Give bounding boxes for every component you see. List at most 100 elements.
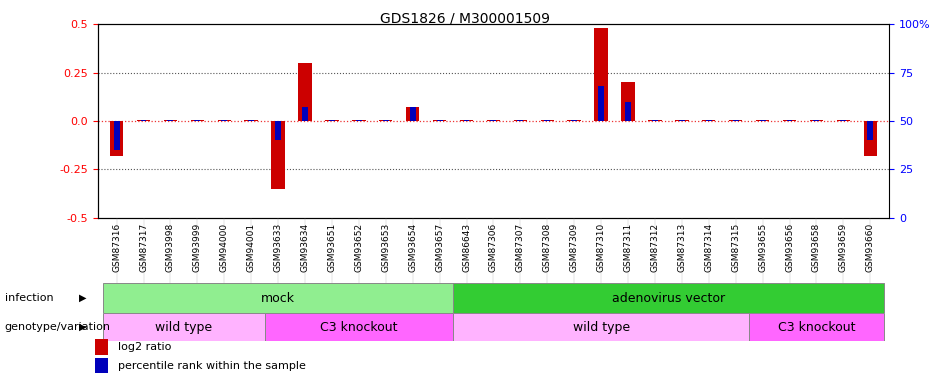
Bar [729, 120, 742, 121]
Text: ▶: ▶ [79, 322, 87, 332]
Bar [572, 120, 577, 121]
Bar [841, 120, 846, 121]
Bar [433, 120, 446, 121]
Bar [218, 120, 231, 121]
Text: GSM93652: GSM93652 [355, 223, 363, 272]
Bar [756, 120, 769, 121]
Text: GDS1826 / M300001509: GDS1826 / M300001509 [381, 11, 550, 25]
Text: GSM87308: GSM87308 [543, 223, 552, 272]
Bar [164, 120, 177, 121]
Text: genotype/variation: genotype/variation [5, 322, 111, 332]
Bar [706, 120, 711, 121]
Text: ▶: ▶ [79, 293, 87, 303]
Bar [625, 102, 631, 121]
Bar [679, 120, 685, 121]
Bar [356, 120, 362, 121]
Bar [568, 120, 581, 121]
Bar [222, 120, 227, 121]
Text: GSM93658: GSM93658 [812, 223, 821, 272]
Text: GSM93653: GSM93653 [382, 223, 390, 272]
Bar [168, 120, 173, 121]
Bar [702, 120, 716, 121]
Bar [437, 120, 442, 121]
Bar [137, 120, 150, 121]
Bar [810, 120, 823, 121]
Bar [783, 120, 796, 121]
Text: GSM93633: GSM93633 [274, 223, 283, 272]
Bar [760, 120, 765, 121]
Text: GSM87307: GSM87307 [516, 223, 525, 272]
Text: infection: infection [5, 293, 53, 303]
Bar [245, 120, 258, 121]
Bar [325, 120, 339, 121]
Text: log2 ratio: log2 ratio [118, 342, 171, 352]
Bar [383, 120, 389, 121]
Text: GSM93657: GSM93657 [435, 223, 444, 272]
Bar [621, 82, 635, 121]
Text: GSM87310: GSM87310 [597, 223, 605, 272]
Text: GSM87316: GSM87316 [112, 223, 121, 272]
Text: GSM93660: GSM93660 [866, 223, 875, 272]
Text: GSM87311: GSM87311 [624, 223, 632, 272]
Bar [406, 107, 419, 121]
Bar [298, 63, 312, 121]
Bar [352, 120, 366, 121]
Text: percentile rank within the sample: percentile rank within the sample [118, 361, 306, 370]
Text: wild type: wild type [155, 321, 212, 334]
Bar [249, 120, 254, 121]
Text: GSM87314: GSM87314 [704, 223, 713, 272]
Bar [103, 313, 264, 341]
Bar [460, 120, 473, 121]
Bar [545, 120, 550, 121]
Text: GSM87313: GSM87313 [678, 223, 686, 272]
Bar [276, 121, 281, 140]
Text: GSM93659: GSM93659 [839, 223, 848, 272]
Bar [110, 121, 123, 156]
Text: mock: mock [261, 292, 295, 304]
Text: GSM86643: GSM86643 [462, 223, 471, 272]
Text: C3 knockout: C3 knockout [320, 321, 398, 334]
Bar [652, 120, 658, 121]
Bar [487, 120, 500, 121]
Bar [518, 120, 523, 121]
Text: adenovirus vector: adenovirus vector [612, 292, 725, 304]
Bar [271, 121, 285, 189]
Bar [379, 120, 393, 121]
Text: GSM93999: GSM93999 [193, 223, 202, 272]
Bar [195, 120, 200, 121]
Text: GSM87312: GSM87312 [651, 223, 659, 272]
Bar [514, 120, 527, 121]
Bar [864, 121, 877, 156]
Text: GSM87306: GSM87306 [489, 223, 498, 272]
Bar [464, 120, 469, 121]
Bar [749, 313, 884, 341]
Text: GSM87315: GSM87315 [731, 223, 740, 272]
Text: GSM93651: GSM93651 [328, 223, 336, 272]
Text: GSM87309: GSM87309 [570, 223, 579, 272]
Bar [329, 120, 335, 121]
Bar [191, 120, 204, 121]
Bar [868, 121, 873, 140]
Text: GSM93656: GSM93656 [785, 223, 794, 272]
Bar [594, 28, 608, 121]
Bar [264, 313, 453, 341]
Text: GSM93654: GSM93654 [408, 223, 417, 272]
Text: GSM93655: GSM93655 [758, 223, 767, 272]
Bar [410, 107, 415, 121]
Text: GSM87317: GSM87317 [139, 223, 148, 272]
Bar [141, 120, 146, 121]
Bar [598, 86, 604, 121]
Bar [675, 120, 689, 121]
Bar [453, 283, 884, 313]
Text: GSM94000: GSM94000 [220, 223, 229, 272]
Bar [814, 120, 819, 121]
Bar [787, 120, 792, 121]
Bar [114, 121, 119, 150]
Text: GSM93634: GSM93634 [301, 223, 309, 272]
Bar [302, 107, 308, 121]
Bar [453, 313, 749, 341]
Text: GSM94001: GSM94001 [247, 223, 256, 272]
Text: C3 knockout: C3 knockout [777, 321, 856, 334]
Text: wild type: wild type [573, 321, 629, 334]
Bar [837, 120, 850, 121]
